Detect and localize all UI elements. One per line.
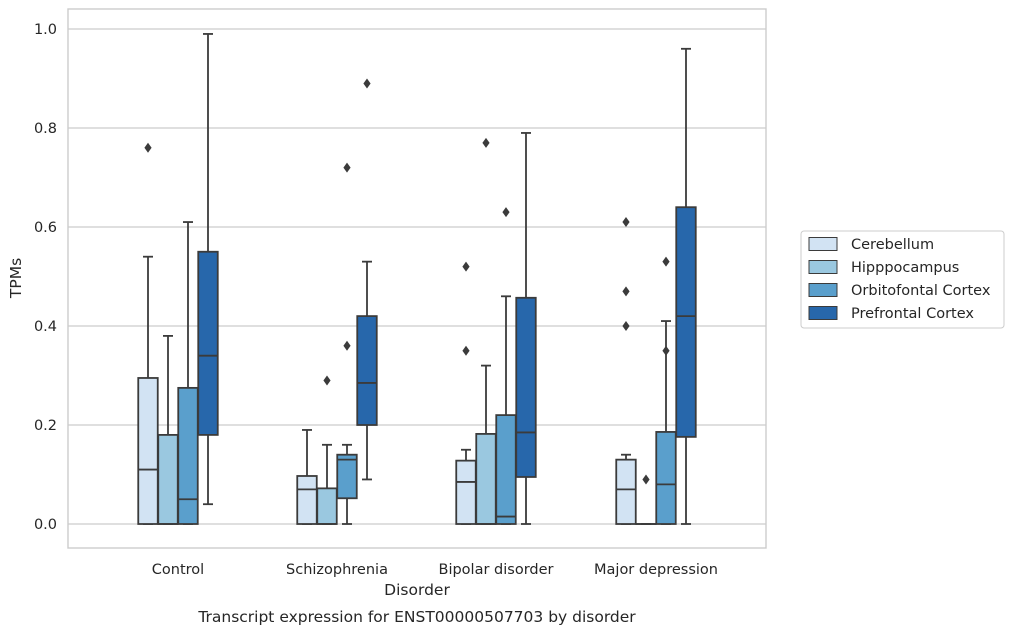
x-tick-label: Control [152,562,204,578]
outlier-point [462,345,470,356]
box-plot [356,78,378,481]
series-orbitofontal-cortex [177,162,677,525]
outlier-point [462,261,470,272]
legend-swatch [808,306,838,320]
legend-swatch [808,237,838,251]
box-plot [655,256,677,525]
box-iqr [177,386,199,525]
box-iqr [316,487,338,525]
box-iqr [615,458,637,525]
outlier-point [363,78,371,89]
box-iqr [515,296,537,478]
legend-swatch [808,283,838,297]
legend: Cerebellum Hipppocampus Orbitofontal Corte… [800,230,1005,329]
box-iqr [296,475,318,525]
outlier-point [622,321,630,331]
box-plot [515,132,537,525]
box-iqr [356,315,378,426]
x-tick-label: Bipolar disorder [439,562,554,578]
legend-swatch [808,260,838,274]
x-tick-labels: Control Schizophrenia Bipolar disorder Majo… [152,562,718,578]
y-tick-label: 0.6 [34,220,57,236]
box-iqr [336,453,358,500]
box-plot [336,162,358,525]
y-tick-label: 1.0 [34,22,57,38]
box-plot [177,221,199,525]
legend-label: Cerebellum [851,237,934,253]
box-plot [316,375,338,525]
outlier-point [622,217,630,228]
box-iqr [197,250,219,436]
y-axis-label: TPMs [7,258,25,299]
box-plot [635,474,657,525]
y-tick-label: 0.2 [34,418,57,434]
box-iqr [675,206,697,438]
plot-frame [67,8,767,549]
box-plot [495,207,517,525]
box-plot [675,47,697,525]
box-plot [615,217,637,525]
box-plot [197,33,219,506]
legend-label: Prefrontal Cortex [851,306,974,322]
series-hipppocampus [157,137,657,525]
x-tick-label: Schizophrenia [286,562,388,578]
outlier-point [662,256,670,267]
y-tick-label: 0.4 [34,319,57,335]
box-iqr [495,414,517,525]
y-tick-labels: 0.0 0.2 0.4 0.6 0.8 1.0 [34,22,57,533]
box-plot [137,142,159,525]
outlier-point [323,375,331,386]
box-iqr [157,433,179,525]
outlier-point [482,137,490,148]
chart-caption: Transcript expression for ENST0000050770… [197,608,636,626]
y-tick-label: 0.8 [34,121,57,137]
legend-frame [800,230,1005,329]
series-prefrontal-cortex [197,33,697,525]
outlier-point [144,142,152,153]
box-iqr [455,459,477,525]
outlier-point [662,345,670,356]
box-series [137,33,697,525]
box-plot [455,261,477,525]
y-tick-label: 0.0 [34,517,57,533]
legend-label: Orbitofontal Cortex [851,283,991,299]
outlier-point [343,340,351,351]
outlier-point [502,207,510,218]
x-tick-label: Major depression [594,562,718,578]
outlier-point [343,162,351,173]
box-iqr [137,377,159,525]
outlier-point [622,286,630,297]
box-plot [475,137,497,525]
outlier-point [642,474,650,485]
x-axis-label: Disorder [384,581,450,599]
legend-label: Hipppocampus [851,260,959,276]
box-iqr [655,431,677,525]
box-iqr [475,433,497,525]
